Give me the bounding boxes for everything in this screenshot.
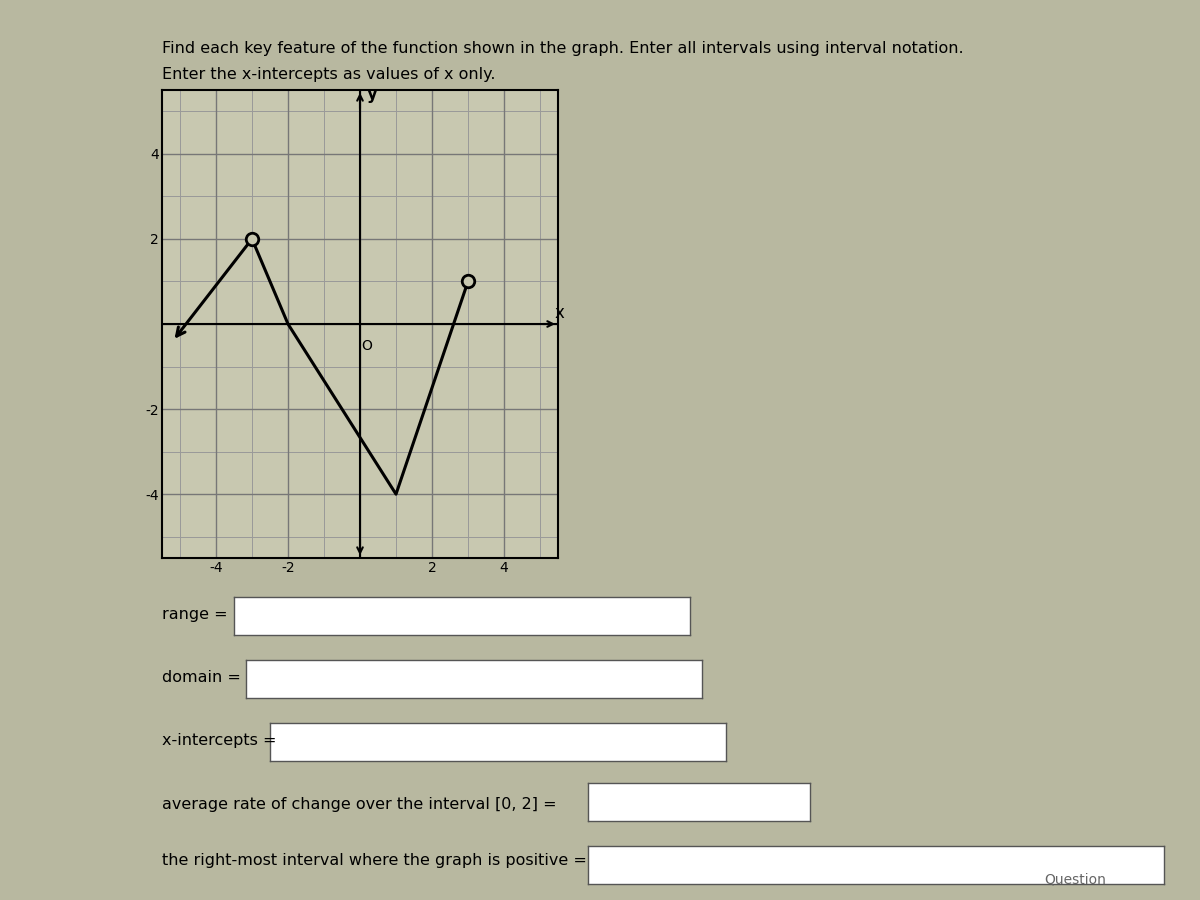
Text: average rate of change over the interval [0, 2] =: average rate of change over the interval… [162,796,557,812]
Text: domain =: domain = [162,670,241,686]
Text: the right-most interval where the graph is positive =: the right-most interval where the graph … [162,853,587,868]
Text: Question: Question [1044,872,1106,886]
Text: O: O [361,339,372,353]
Text: Find each key feature of the function shown in the graph. Enter all intervals us: Find each key feature of the function sh… [162,40,964,56]
Text: x-intercepts =: x-intercepts = [162,734,276,749]
Text: y: y [367,85,378,103]
Text: x: x [554,304,564,322]
Text: Enter the x-intercepts as values of x only.: Enter the x-intercepts as values of x on… [162,68,496,83]
Text: range =: range = [162,608,228,623]
